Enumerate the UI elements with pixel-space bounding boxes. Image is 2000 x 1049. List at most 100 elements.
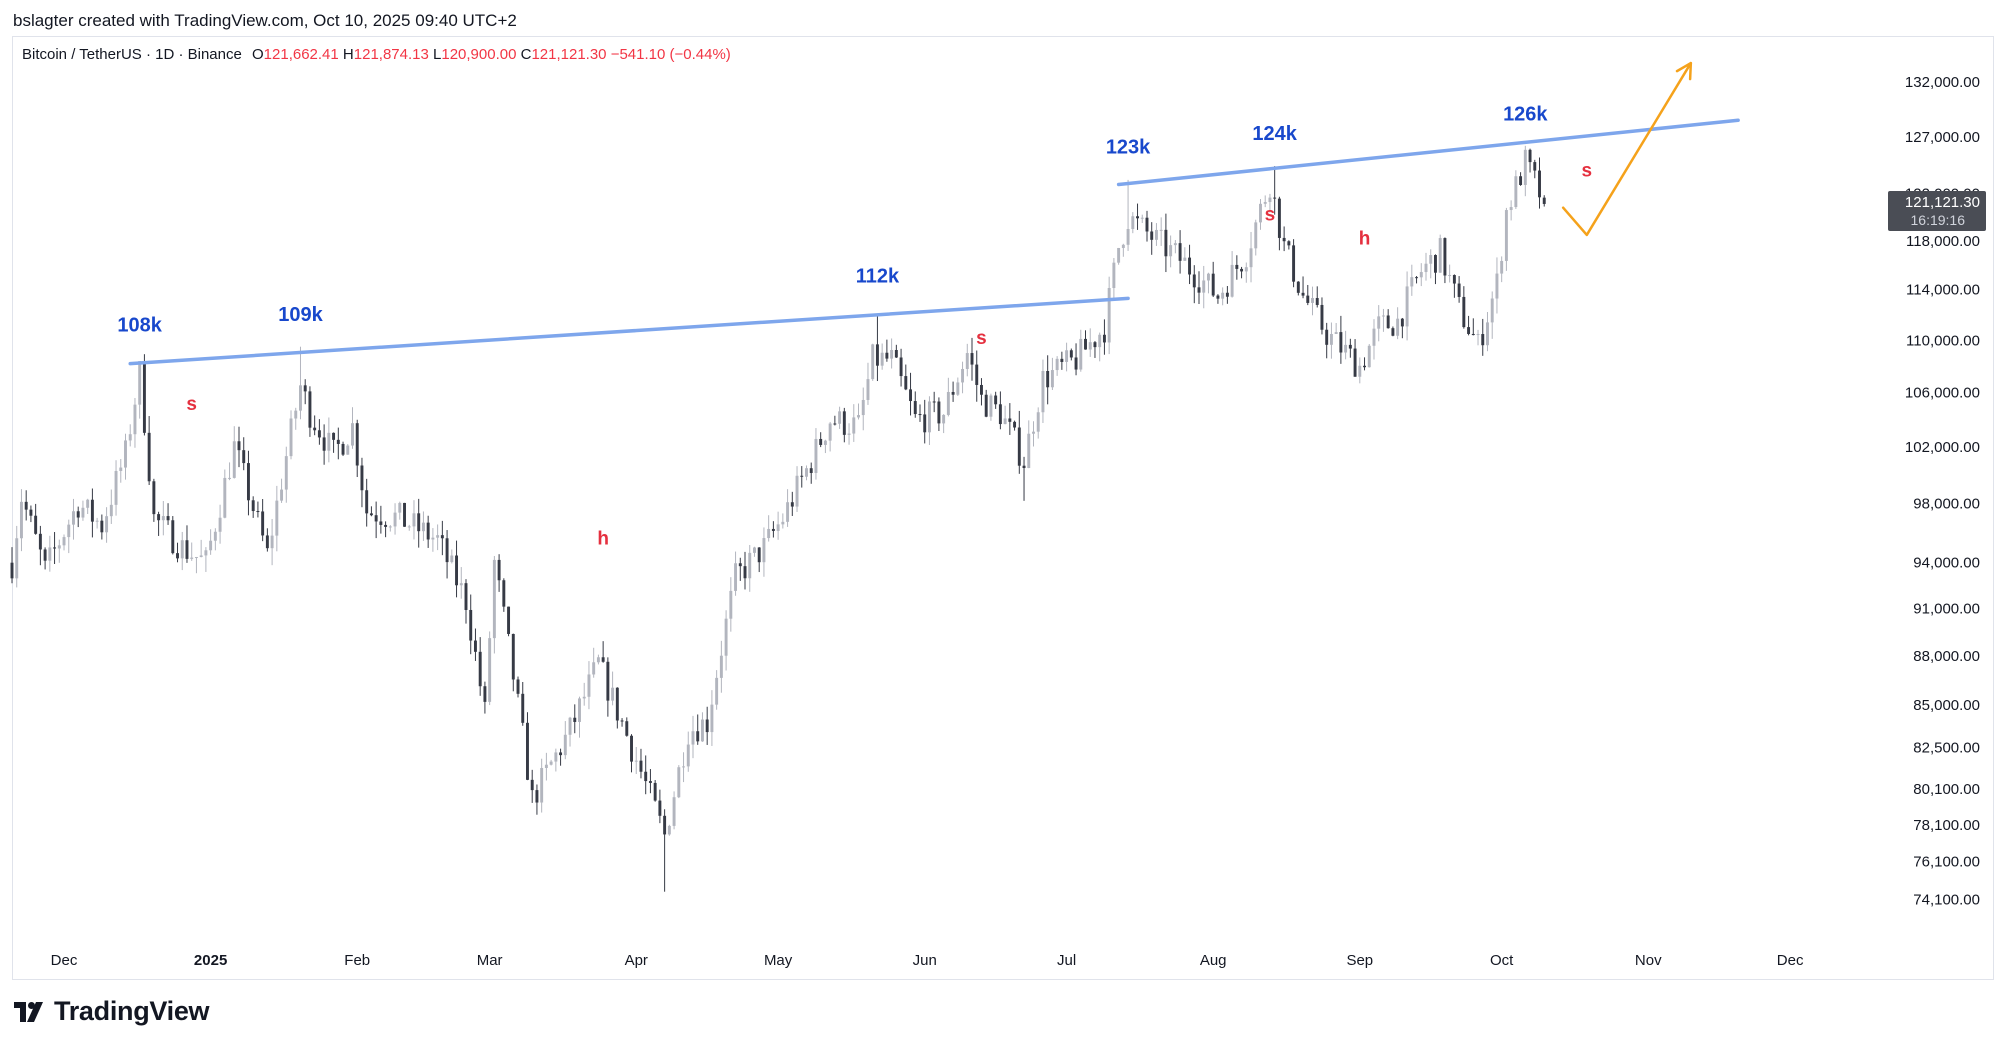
- candle-body: [1225, 292, 1229, 297]
- candle-body: [1277, 198, 1281, 238]
- candle-body: [1013, 421, 1017, 428]
- candle-body: [715, 677, 719, 705]
- candle-body: [899, 357, 903, 377]
- candle-body: [105, 516, 109, 533]
- candle-body: [1202, 280, 1206, 293]
- annotations-layer: 108k 109k 112k 123k 124k 126k s h s s h s: [117, 103, 1592, 549]
- candle-body: [1448, 275, 1452, 277]
- candle-body: [819, 438, 823, 445]
- candle: [1268, 193, 1272, 213]
- candle-body: [204, 550, 208, 556]
- candle-body: [1476, 334, 1480, 336]
- candle: [1363, 357, 1366, 371]
- candle-body: [909, 389, 912, 402]
- candle-body: [473, 640, 477, 652]
- candle-body: [1178, 243, 1182, 261]
- candle: [507, 606, 511, 637]
- candle-body: [72, 511, 75, 525]
- candle-body: [502, 580, 506, 607]
- candle: [1367, 344, 1371, 368]
- candle-body: [625, 721, 629, 736]
- candle-body: [965, 353, 969, 369]
- time-axis[interactable]: Dec 2025 Feb Mar Apr May Jun Jul Aug Sep Oct Nov Dec: [51, 952, 1804, 969]
- candle-body: [1136, 216, 1139, 219]
- candle-body: [1490, 298, 1494, 323]
- candle-body: [1254, 222, 1258, 249]
- candle-body: [767, 528, 771, 539]
- candle-body: [1452, 275, 1456, 284]
- candle: [909, 372, 912, 416]
- candle-body: [455, 555, 459, 586]
- candle: [336, 427, 340, 460]
- candle: [308, 386, 312, 437]
- candle-body: [937, 401, 941, 424]
- candle: [492, 555, 496, 654]
- candle-body: [1249, 248, 1253, 268]
- candle-body: [133, 404, 137, 435]
- time-tick-label: Jun: [913, 952, 937, 969]
- candle: [994, 391, 998, 409]
- candle-body: [1150, 231, 1154, 240]
- candle: [1084, 330, 1087, 350]
- candle-body: [1443, 238, 1447, 276]
- candle: [1424, 252, 1428, 281]
- candle-body: [975, 364, 979, 385]
- candle-body: [516, 679, 520, 694]
- candle: [171, 516, 175, 555]
- candle: [1117, 247, 1121, 265]
- candle: [875, 316, 879, 382]
- candle-body: [956, 382, 960, 395]
- peak-label: 126k: [1503, 103, 1548, 125]
- candle-body: [1334, 332, 1338, 334]
- price-tick-label: 78,100.00: [1913, 817, 1980, 834]
- candle-body: [138, 361, 142, 405]
- candle-body: [658, 800, 662, 816]
- legend-high: 121,874.13: [353, 46, 429, 63]
- candle: [1329, 322, 1333, 359]
- candle: [1372, 319, 1376, 360]
- candle: [213, 528, 217, 551]
- candle-body: [1140, 217, 1144, 219]
- candle-body: [1036, 412, 1040, 432]
- candle: [1481, 318, 1485, 356]
- candle-body: [1169, 245, 1173, 257]
- candle-body: [1523, 149, 1527, 185]
- candle: [497, 554, 501, 592]
- time-tick-label: Apr: [625, 952, 648, 969]
- candle-body: [1173, 243, 1177, 246]
- candle-body: [161, 516, 165, 521]
- candle-body: [407, 526, 411, 528]
- candle: [1287, 240, 1291, 250]
- candle: [932, 391, 936, 413]
- candle-body: [1268, 197, 1272, 203]
- candle: [303, 379, 307, 405]
- candle: [1036, 407, 1040, 439]
- candle-body: [1358, 365, 1362, 377]
- candle-body: [1164, 229, 1168, 257]
- candle-body: [549, 761, 553, 765]
- candle: [341, 441, 345, 457]
- candle: [346, 444, 350, 455]
- candle: [86, 498, 90, 515]
- price-tick-label: 80,100.00: [1913, 781, 1980, 798]
- candle: [1263, 195, 1267, 208]
- candle-body: [696, 731, 700, 742]
- candle-body: [270, 535, 274, 549]
- candle-body: [961, 368, 965, 383]
- projection-path: [1561, 61, 1693, 237]
- candle-body: [388, 526, 392, 528]
- shoulder-head-label: h: [597, 529, 609, 550]
- candle-body: [275, 500, 279, 536]
- candle-body: [1353, 348, 1357, 377]
- last-price-tag-bg: [1888, 190, 1986, 231]
- candle: [1107, 276, 1111, 355]
- candle: [483, 681, 487, 714]
- candle-body: [147, 432, 151, 482]
- price-tick-label: 102,000.00: [1905, 439, 1980, 456]
- chart-frame[interactable]: [12, 36, 1994, 980]
- candle-body: [1471, 333, 1475, 336]
- candle: [43, 547, 47, 570]
- price-tick-label: 85,000.00: [1913, 697, 1980, 714]
- candle: [563, 721, 567, 760]
